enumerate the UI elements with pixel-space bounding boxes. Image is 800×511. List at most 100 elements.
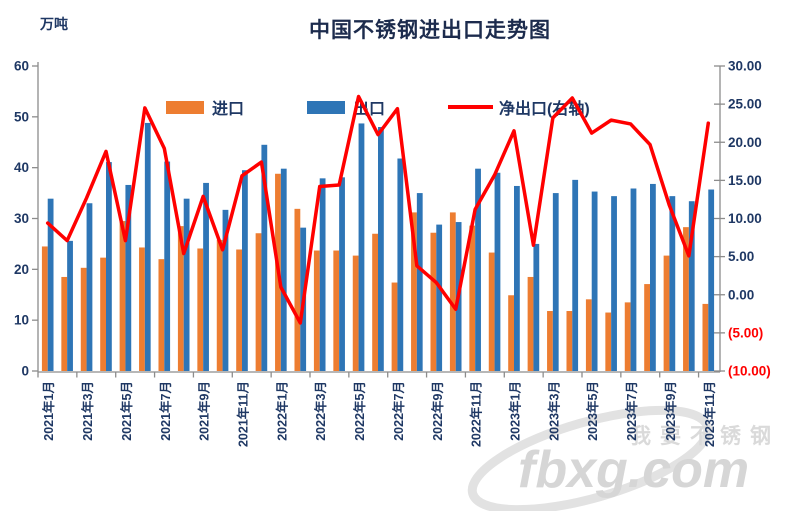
export-bar-2021年7月 [164,161,171,371]
import-bar-2021年12月 [255,233,262,371]
import-bar-2023年7月 [624,302,631,371]
y-axis-right-label: 5.00 [728,249,754,264]
watermark-cn-text: 我要不锈钢 [630,425,780,448]
x-axis-label: 2022年9月 [430,381,445,441]
export-bar-2021年1月 [47,198,54,371]
watermark: 我要不锈钢 fbxg.com [462,378,800,511]
export-bar-2021年6月 [144,122,151,371]
import-bar-2021年9月 [197,248,204,371]
import-bar-2023年4月 [566,311,573,371]
export-bar-2021年9月 [203,182,209,371]
export-bar-2022年3月 [319,178,326,371]
export-bar-2022年9月 [436,224,443,371]
watermark-swoosh-icon [467,405,713,511]
y-axis-right-label: 15.00 [728,173,762,188]
import-bar-2022年6月 [372,233,378,371]
import-bar-2021年10月 [216,239,223,371]
import-bar-2023年9月 [663,255,670,371]
export-bar-2022年8月 [416,193,423,371]
import-bar-2022年2月 [294,208,301,371]
import-bar-2022年10月 [449,212,456,371]
export-bar-2023年6月 [611,196,617,371]
legend-item-export: 出口 [307,95,385,119]
export-bar-2023年2月 [533,243,540,371]
export-bar-2023年8月 [650,183,656,371]
y-axis-right-label: (10.00) [728,364,771,379]
x-axis-label: 2023年3月 [546,381,561,441]
watermark-site-text: fbxg.com [518,441,750,499]
import-bar-2021年7月 [158,259,165,371]
x-axis-label: 2023年11月 [702,381,717,447]
import-bar-2022年11月 [469,225,476,371]
legend-import-label: 进口 [212,101,245,118]
net-export-line-icon [448,105,493,109]
import-bar-2021年8月 [177,226,184,371]
x-axis-label: 2021年11月 [236,381,251,447]
x-axis-label: 2023年5月 [585,381,600,441]
x-axis-label: 2022年11月 [469,381,484,447]
import-swatch-icon [166,100,204,114]
chart-title: 中国不锈钢进出口走势图 [309,19,551,42]
export-bar-2021年12月 [261,144,268,371]
y-axis-right-label: (5.00) [728,325,763,340]
export-bar-2022年11月 [475,168,481,371]
import-bar-2021年6月 [139,247,145,371]
y-axis-right-label: 10.00 [728,211,762,226]
import-bar-2021年1月 [41,246,48,371]
export-bar-2021年8月 [183,198,190,371]
y-axis-right-label: 20.00 [728,135,762,150]
export-bar-2023年11月 [708,189,715,371]
export-swatch-icon [307,100,345,114]
x-axis-label: 2021年5月 [119,381,134,441]
export-bar-2022年7月 [397,158,404,371]
import-bar-2021年4月 [100,257,106,371]
import-bar-2022年12月 [488,252,495,371]
x-axis-label: 2023年7月 [624,381,639,441]
x-axis-label: 2023年9月 [663,381,678,441]
x-axis-label: 2023年1月 [508,381,523,441]
x-axis-label: 2022年1月 [274,381,289,441]
import-bar-2023年2月 [527,276,534,371]
import-bar-2023年1月 [508,295,514,371]
import-bar-2022年4月 [333,250,340,371]
y-axis-left-label: 60 [14,59,29,74]
export-bar-2023年10月 [688,201,695,371]
legend-export-label: 出口 [353,101,386,118]
export-bar-2023年3月 [552,193,559,371]
import-bar-2021年2月 [61,276,68,371]
y-axis-right-label: 30.00 [728,59,762,74]
import-bar-2023年5月 [585,299,592,371]
export-bar-2023年4月 [572,179,579,371]
export-bar-2021年2月 [67,240,73,371]
x-axis-label: 2022年5月 [352,381,367,441]
x-axis-label: 2021年7月 [158,381,173,441]
import-bar-2023年11月 [702,303,709,371]
import-bar-2021年11月 [236,249,242,371]
export-bar-2021年3月 [86,203,93,371]
y-axis-right-label: 0.00 [728,287,754,302]
legend-item-import: 进口 [166,95,244,119]
x-axis-label: 2021年9月 [197,381,212,441]
export-bar-2022年6月 [378,127,384,371]
net-export-line [45,94,711,325]
export-bar-2023年5月 [591,191,598,371]
import-bar-2022年3月 [313,250,320,371]
export-bar-2021年10月 [222,209,229,371]
import-bar-2022年5月 [352,255,359,371]
x-axis-label: 2022年7月 [391,381,406,441]
import-bar-2023年3月 [547,311,553,371]
export-bar-2023年7月 [630,188,637,371]
import-bar-2023年8月 [644,284,650,371]
y-axis-left-label: 10 [14,313,29,328]
export-bar-2023年9月 [669,196,676,371]
x-axis-label: 2021年3月 [80,381,95,441]
import-bar-2021年3月 [80,267,87,371]
import-bar-2021年5月 [119,221,126,371]
import-bar-2023年6月 [605,312,612,371]
export-bar-2022年1月 [280,168,287,371]
export-bar-2021年5月 [125,184,132,371]
y-axis-left-label: 50 [14,109,29,124]
export-bar-2022年4月 [339,177,345,371]
import-bar-2022年7月 [391,282,398,371]
